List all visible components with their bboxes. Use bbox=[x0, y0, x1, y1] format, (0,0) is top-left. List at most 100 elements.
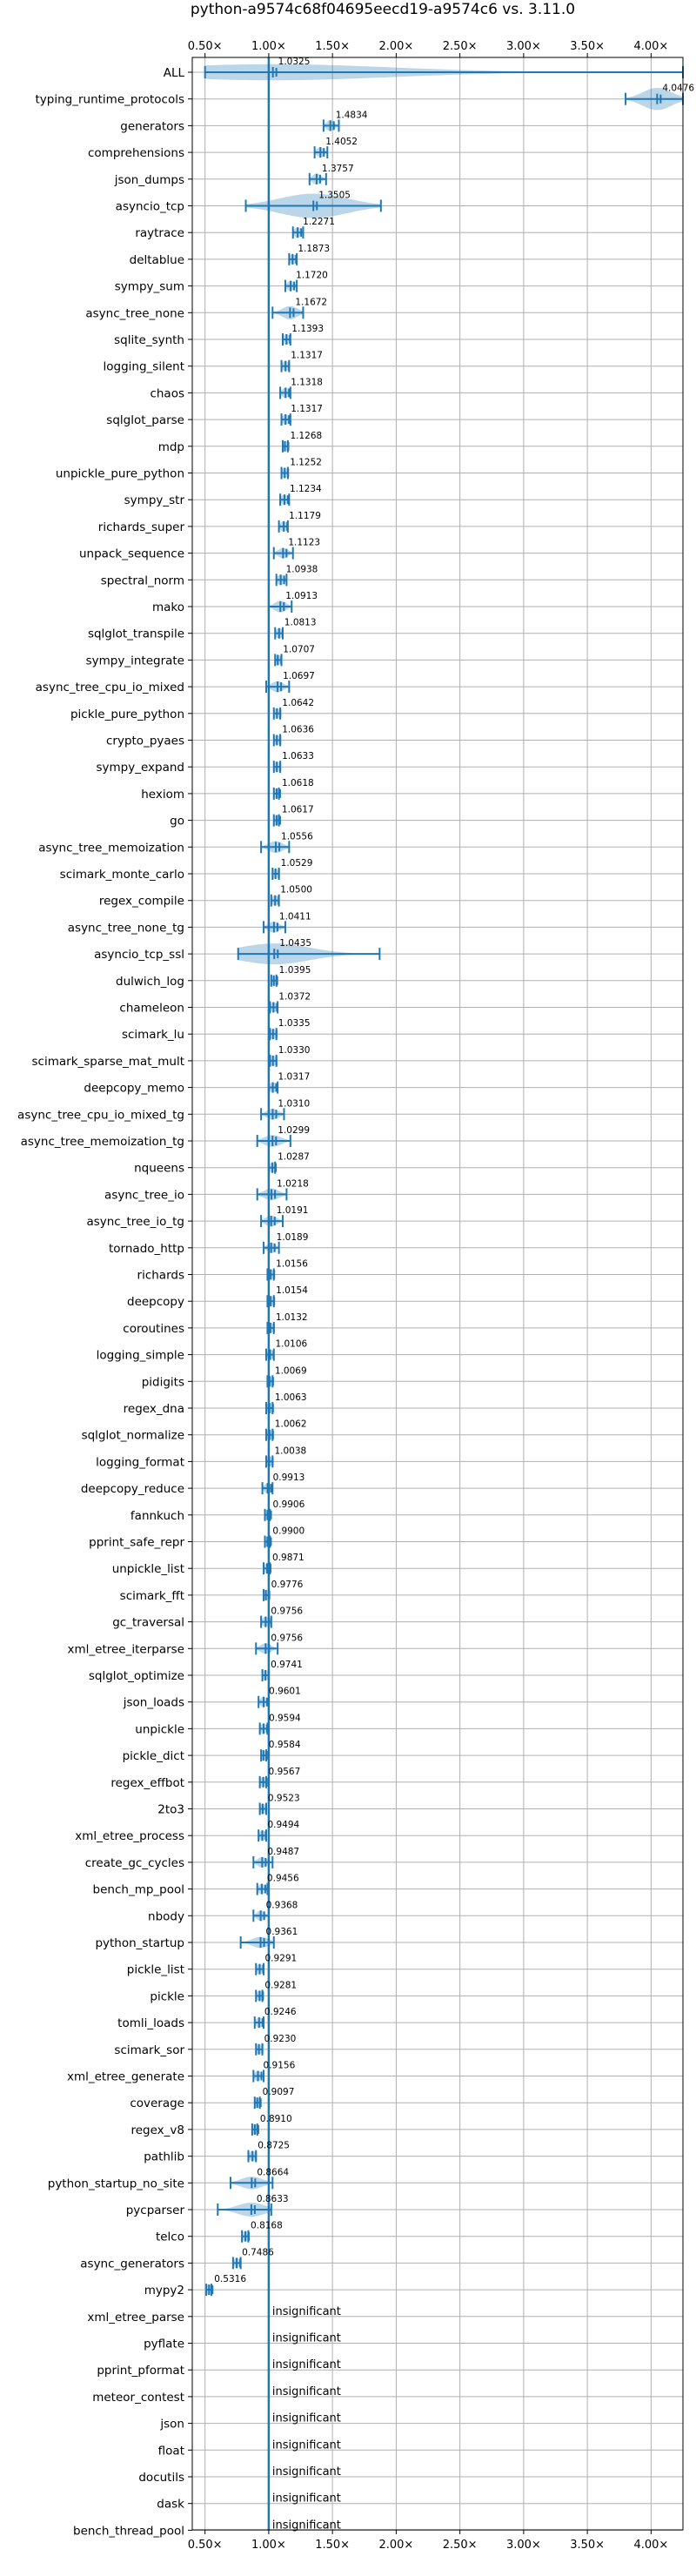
benchmark-label: deepcopy bbox=[127, 1295, 184, 1309]
value-label: 0.9487 bbox=[267, 1847, 299, 1857]
benchmark-label: richards bbox=[137, 1269, 184, 1283]
value-label: 0.9756 bbox=[271, 1633, 303, 1643]
benchmark-label: pickle_list bbox=[127, 1963, 184, 1977]
value-label: 1.0636 bbox=[282, 725, 314, 735]
benchmark-label: deepcopy_memo bbox=[84, 1082, 184, 1096]
value-label: 1.0154 bbox=[276, 1285, 308, 1296]
value-label: 0.9456 bbox=[267, 1874, 299, 1884]
value-label: 1.1317 bbox=[291, 351, 323, 361]
value-label: 1.0069 bbox=[275, 1365, 307, 1376]
value-label: 0.9567 bbox=[269, 1767, 301, 1777]
x-tick-label-bottom: 1.50× bbox=[315, 2539, 350, 2552]
value-label: 1.0618 bbox=[282, 778, 314, 788]
benchmark-label: async_tree_memoization bbox=[38, 841, 184, 855]
insignificant-label: insignificant bbox=[272, 2332, 341, 2345]
benchmark-label: deltablue bbox=[130, 253, 184, 267]
value-label: 1.0106 bbox=[275, 1339, 307, 1350]
x-tick-label-top: 0.50× bbox=[188, 40, 223, 53]
value-label: 0.9156 bbox=[264, 2061, 296, 2071]
benchmark-label: async_tree_none bbox=[85, 306, 184, 320]
benchmark-label: xml_etree_process bbox=[75, 1829, 184, 1843]
x-tick-label-bottom: 3.00× bbox=[506, 2539, 541, 2552]
benchmark-label: mypy2 bbox=[144, 2284, 184, 2298]
value-label: 0.9584 bbox=[269, 1740, 301, 1750]
value-label: 1.0218 bbox=[277, 1178, 309, 1189]
benchmark-label: scimark_sor bbox=[114, 2043, 184, 2057]
x-tick-label-bottom: 3.50× bbox=[570, 2539, 605, 2552]
insignificant-label: insignificant bbox=[272, 2305, 341, 2318]
benchmark-label: bench_mp_pool bbox=[93, 1883, 184, 1897]
value-label: 1.0697 bbox=[283, 671, 315, 681]
benchmark-label: sqlglot_normalize bbox=[82, 1429, 184, 1443]
value-label: 0.9291 bbox=[265, 1954, 298, 1964]
value-label: 1.0330 bbox=[278, 1045, 311, 1056]
value-label: 0.9361 bbox=[266, 1927, 298, 1937]
x-tick-label-top: 3.00× bbox=[506, 40, 541, 53]
benchmark-label: dulwich_log bbox=[116, 975, 184, 989]
value-label: 1.0038 bbox=[274, 1446, 306, 1456]
benchmark-label: create_gc_cycles bbox=[85, 1856, 184, 1870]
value-label: 0.9494 bbox=[267, 1820, 299, 1830]
benchmark-label: pyflate bbox=[144, 2338, 184, 2351]
value-label: 0.8664 bbox=[257, 2167, 289, 2177]
value-label: 1.0411 bbox=[279, 911, 311, 922]
marks-layer bbox=[204, 64, 684, 2297]
benchmark-label: pprint_safe_repr bbox=[89, 1536, 184, 1550]
benchmark-label: chameleon bbox=[119, 1002, 184, 1016]
value-label: 1.0335 bbox=[278, 1018, 311, 1029]
value-label: 1.0529 bbox=[281, 858, 313, 869]
x-tick-label-bottom: 2.50× bbox=[443, 2539, 478, 2552]
benchmark-label: regex_compile bbox=[99, 895, 184, 909]
benchmark-label: nqueens bbox=[134, 1162, 184, 1176]
benchmark-label: deepcopy_reduce bbox=[81, 1482, 184, 1496]
benchmark-label: pidigits bbox=[142, 1375, 184, 1389]
benchmark-label: pprint_pformat bbox=[97, 2364, 184, 2378]
value-label: 1.1393 bbox=[291, 324, 324, 334]
value-label: 1.0372 bbox=[278, 992, 311, 1003]
x-tick-label-top: 3.50× bbox=[570, 40, 605, 53]
benchmark-label: pycparser bbox=[126, 2204, 185, 2217]
benchmark-label: scimark_fft bbox=[120, 1589, 184, 1603]
value-label: 1.0500 bbox=[280, 885, 312, 896]
value-label: 1.4834 bbox=[336, 110, 368, 120]
value-label: 1.0132 bbox=[276, 1312, 308, 1323]
benchmark-label: unpickle_pure_python bbox=[56, 467, 184, 481]
benchmark-label: chaos bbox=[150, 386, 184, 400]
benchmark-label: python_startup bbox=[95, 1936, 184, 1950]
value-label: 0.5316 bbox=[214, 2274, 246, 2284]
benchmark-label: regex_v8 bbox=[130, 2123, 184, 2137]
value-label: 0.7486 bbox=[242, 2247, 274, 2257]
value-label: 1.1720 bbox=[296, 271, 328, 281]
benchmark-label: pathlib bbox=[144, 2150, 184, 2164]
value-label: 1.1179 bbox=[289, 511, 321, 521]
value-label: 0.8168 bbox=[251, 2221, 283, 2231]
value-label: 1.0310 bbox=[278, 1098, 310, 1109]
insignificant-label: insignificant bbox=[272, 2492, 341, 2506]
value-label: 1.4052 bbox=[325, 137, 358, 147]
benchmark-label: pickle_dict bbox=[123, 1749, 184, 1763]
value-label: 1.0556 bbox=[281, 831, 313, 842]
benchmark-label: sympy_sum bbox=[115, 280, 184, 294]
x-tick-label-top: 1.00× bbox=[251, 40, 286, 53]
insignificant-label: insignificant bbox=[272, 2465, 341, 2479]
benchmark-label: meteor_contest bbox=[92, 2391, 184, 2405]
benchmark-label: sympy_expand bbox=[96, 761, 184, 775]
benchmark-label: float bbox=[158, 2444, 184, 2458]
benchmark-label: sqlglot_parse bbox=[106, 413, 184, 427]
value-label: 0.9594 bbox=[269, 1713, 301, 1723]
benchmark-label: generators bbox=[120, 119, 184, 133]
value-label: 1.0287 bbox=[278, 1152, 310, 1163]
benchmark-label: raytrace bbox=[135, 226, 184, 240]
benchmark-label: pickle_pure_python bbox=[70, 708, 184, 721]
benchmark-label: async_tree_none_tg bbox=[68, 921, 184, 935]
value-label: 1.0395 bbox=[279, 965, 311, 976]
value-label: 0.9230 bbox=[264, 2034, 297, 2044]
value-label: 0.9601 bbox=[269, 1687, 301, 1697]
benchmark-label: typing_runtime_protocols bbox=[36, 93, 185, 107]
x-tick-label-top: 1.50× bbox=[315, 40, 350, 53]
benchmark-label: async_tree_io_tg bbox=[86, 1215, 184, 1229]
value-label: 1.0633 bbox=[282, 751, 314, 761]
value-label: 0.9776 bbox=[271, 1580, 304, 1590]
value-label: 1.0938 bbox=[286, 564, 318, 574]
